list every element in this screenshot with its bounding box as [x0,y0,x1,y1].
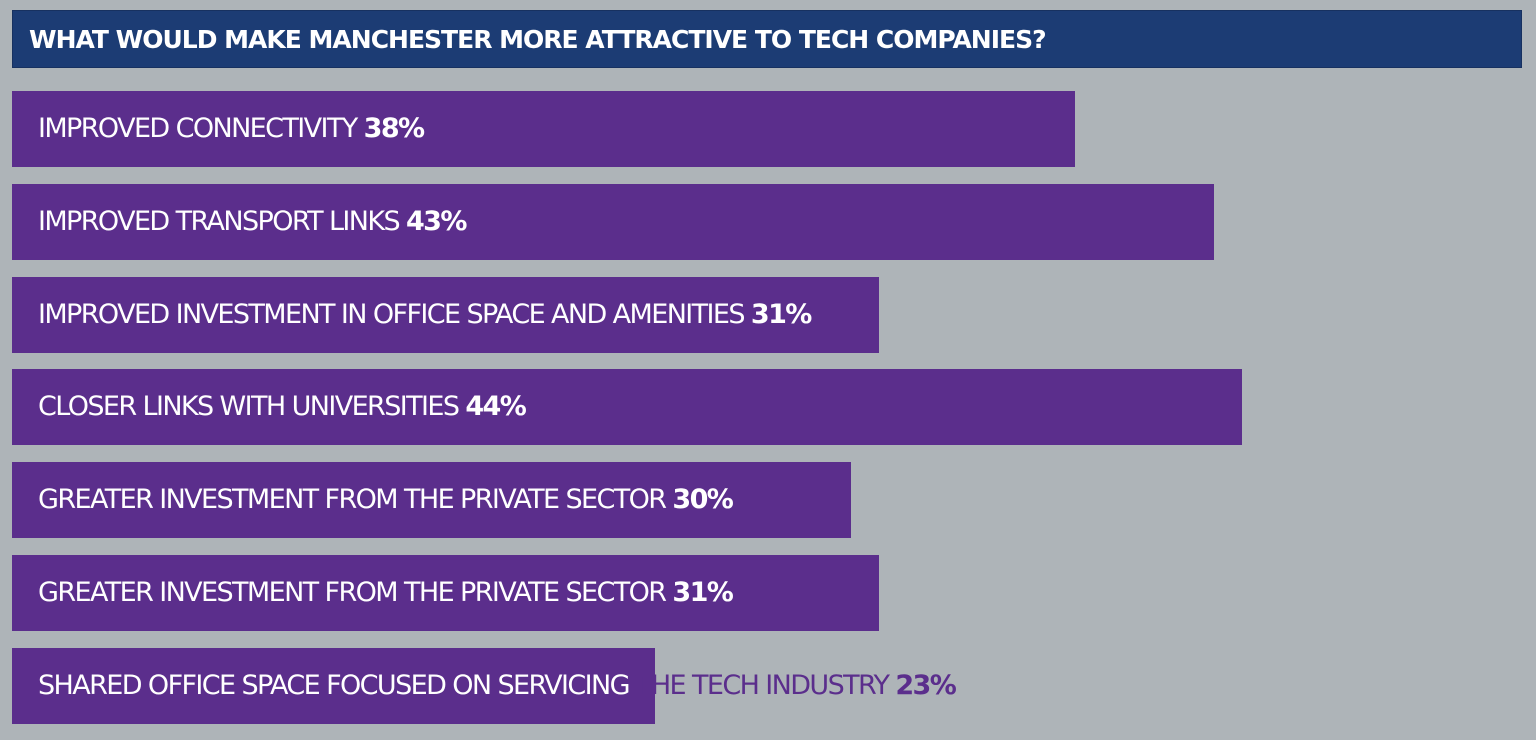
bar-category-label: IMPROVED INVESTMENT IN OFFICE SPACE AND … [38,298,746,330]
bar-category-label: SHARED OFFICE SPACE FOCUSED ON SERVICING… [38,669,890,701]
bar-category-label: CLOSER LINKS WITH UNIVERSITIES [38,391,460,423]
bar-category-label: IMPROVED CONNECTIVITY [38,113,358,144]
bar-category-label: GREATER INVESTMENT FROM THE PRIVATE SECT… [38,484,667,516]
bar [12,462,851,539]
bar-category-label: GREATER INVESTMENT FROM THE PRIVATE SECT… [38,577,667,608]
bar-value-label: 44% [465,391,526,423]
bar-category-word: INDUSTRY [758,669,890,701]
bar-category-word: FOCUSED [319,669,447,701]
bar [12,555,879,631]
bar-label: IMPROVED INVESTMENT IN OFFICE SPACE AND … [38,277,812,353]
bar-category-word: SPACE [234,669,320,701]
bar-value-label: 23% [895,669,956,701]
bar [12,183,1215,260]
bar-label: CLOSER LINKS WITH UNIVERSITIES 44% [38,369,527,445]
bar-category-word: TECH [685,669,760,701]
bar-value-label: 38% [363,113,425,144]
bar-value-label: 30% [672,484,733,516]
bar-category-word: ON [445,669,492,701]
chart-title-bar: WHAT WOULD MAKE MANCHESTER MORE ATTRACTI… [12,10,1522,68]
bar [12,647,656,724]
bar-category-word: OFFICE [140,669,236,701]
bar-label: IMPROVED CONNECTIVITY 38% [38,91,425,167]
bar-value-label: 43% [405,205,467,237]
bar-category-word: THE [628,669,687,701]
bar-category-word: SERVICING [490,669,630,701]
bar [12,276,879,353]
bar-value-label: 31% [672,577,733,608]
bar-value-label: 31% [750,298,812,330]
bar-category-word: SHARED [38,669,143,701]
bar-label: GREATER INVESTMENT FROM THE PRIVATE SECT… [38,555,734,631]
bar-label: GREATER INVESTMENT FROM THE PRIVATE SECT… [38,462,734,538]
bar-label: SHARED OFFICE SPACE FOCUSED ON SERVICING… [38,648,957,724]
bar [12,369,1243,446]
chart-title: WHAT WOULD MAKE MANCHESTER MORE ATTRACTI… [29,25,1047,54]
bar-label: IMPROVED TRANSPORT LINKS 43% [38,184,467,260]
bar [12,91,1075,167]
bar-category-label: IMPROVED TRANSPORT LINKS [38,205,401,237]
